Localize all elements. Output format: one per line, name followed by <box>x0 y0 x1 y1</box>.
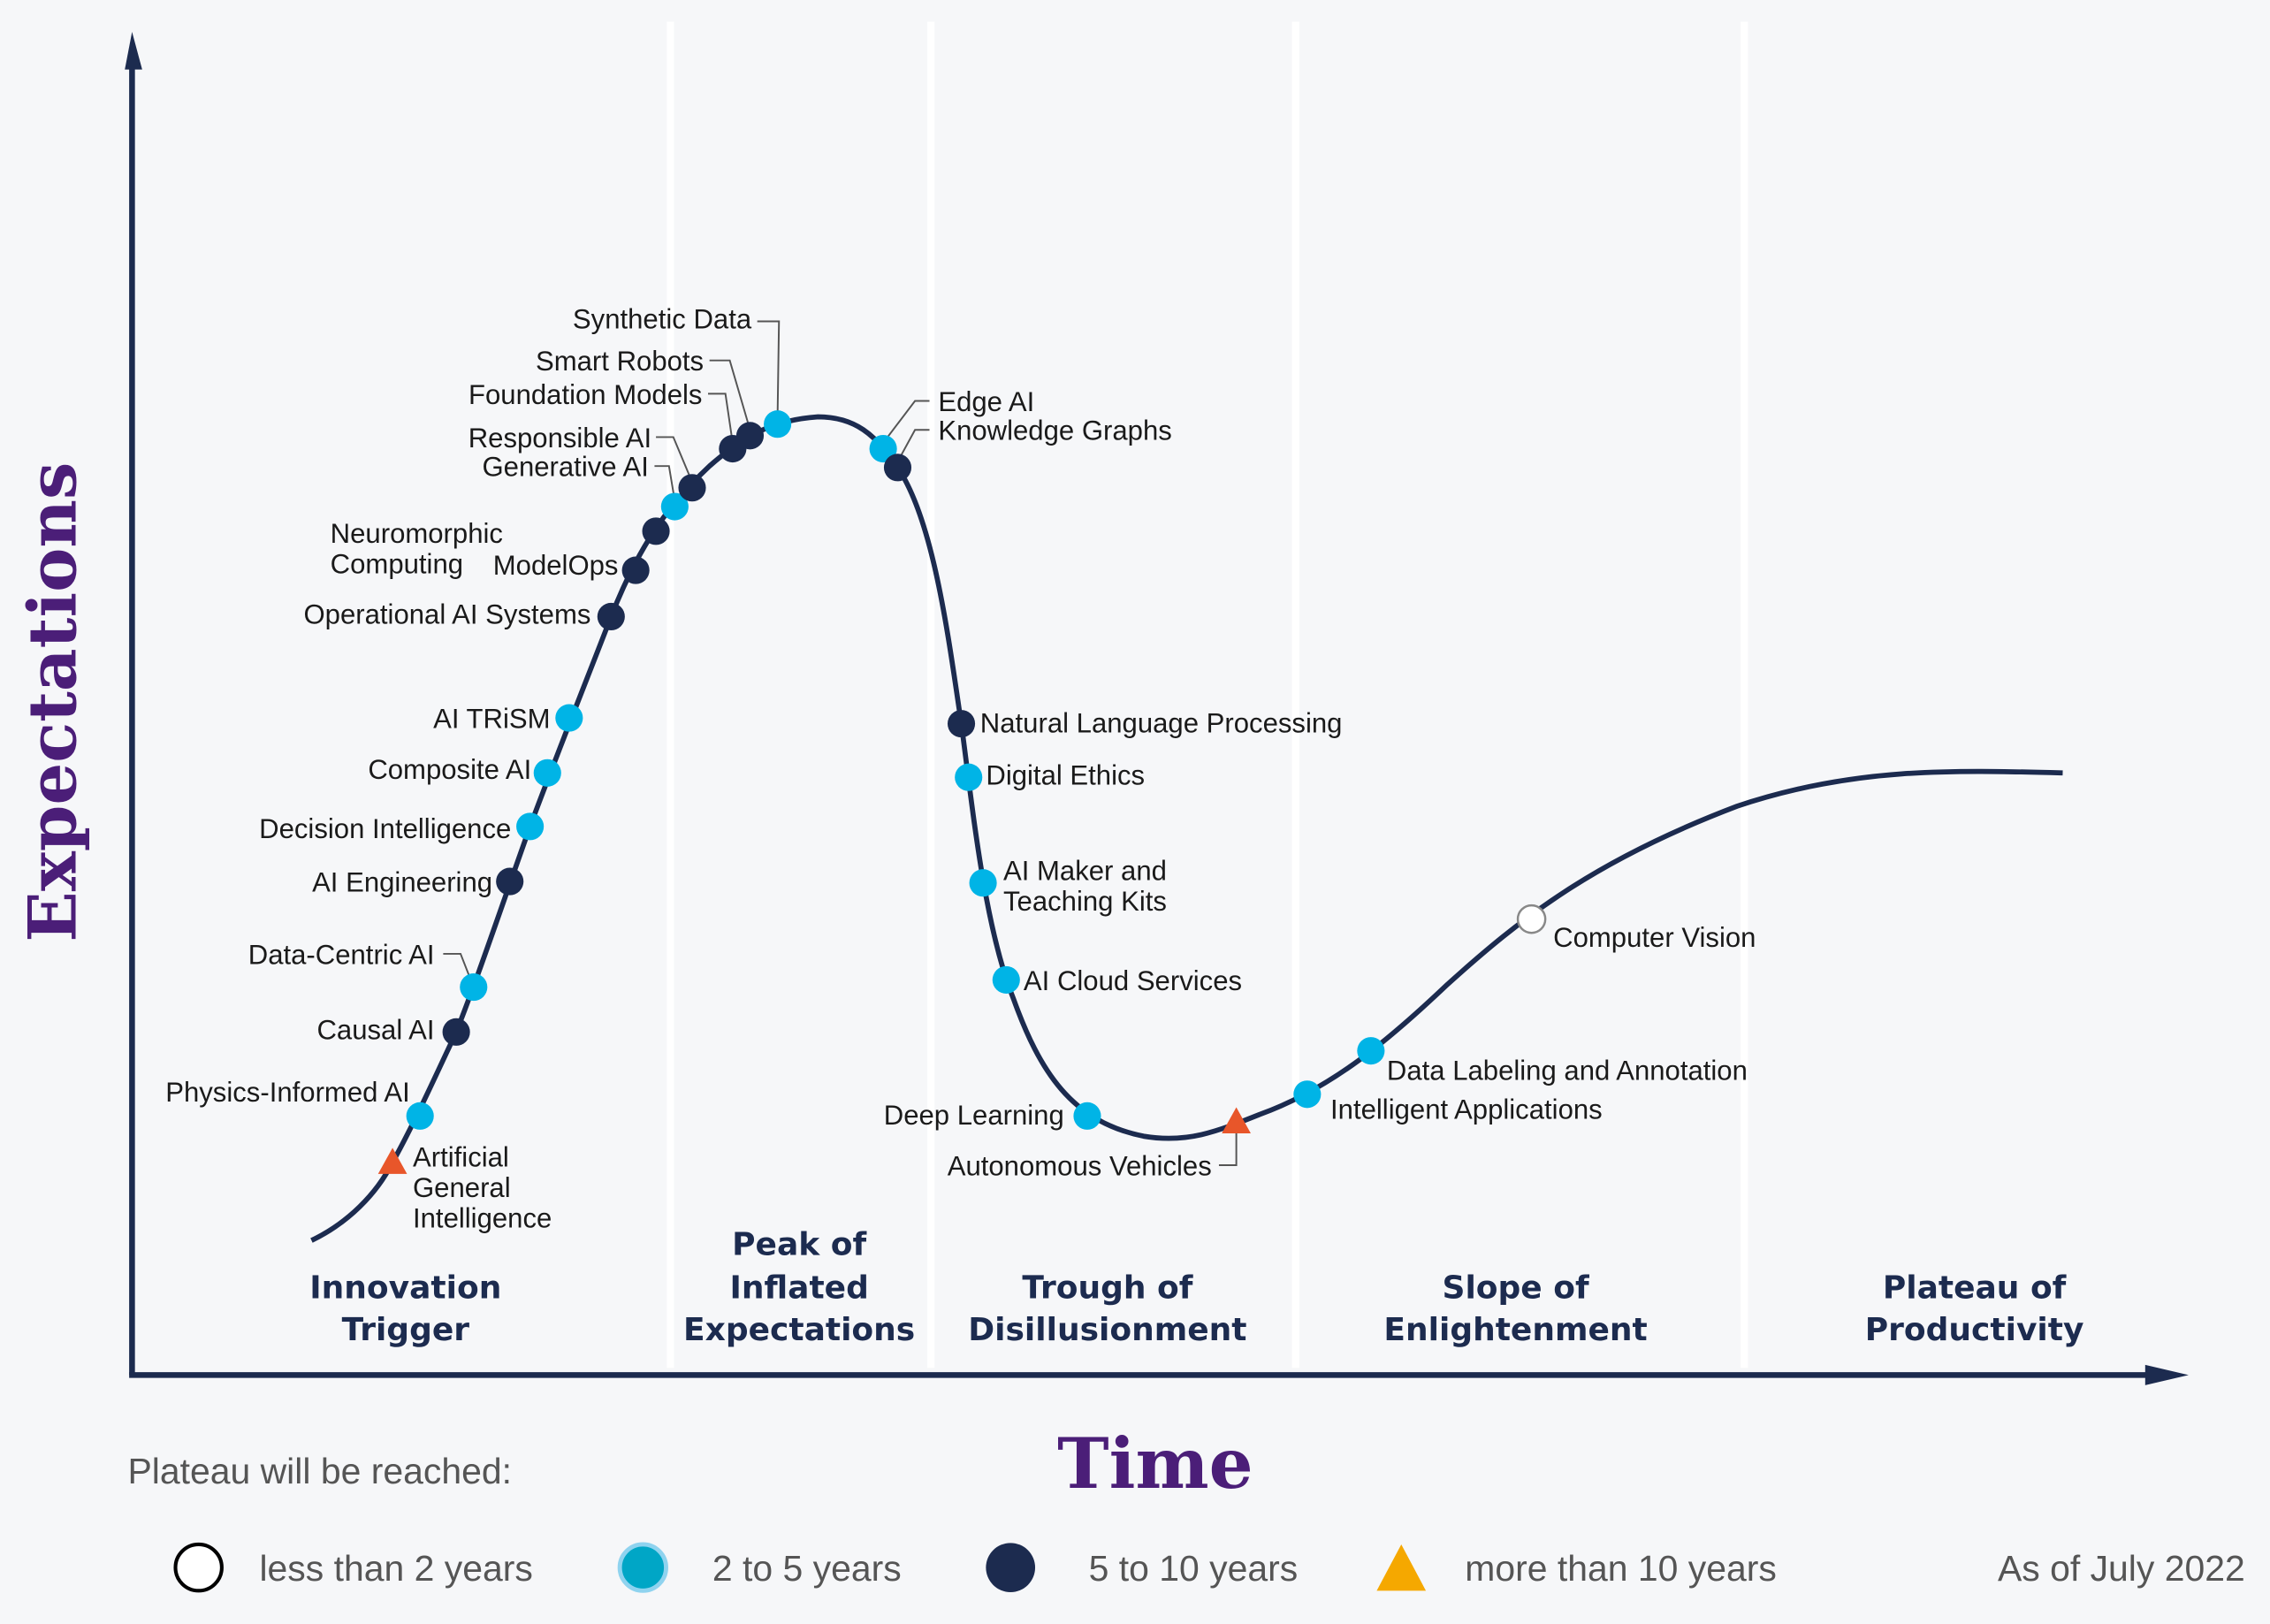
label-generative-ai: Generative AI <box>482 452 648 483</box>
label-modelops: ModelOps <box>493 550 619 581</box>
label-ai-engineering: AI Engineering <box>312 867 492 898</box>
legend-circle-icon <box>617 1542 668 1593</box>
legend-circle-icon <box>986 1543 1036 1592</box>
marker-neuromorphic-computing <box>642 517 670 545</box>
label-knowledge-graphs: Knowledge Graphs <box>938 416 1171 446</box>
x-axis-arrow <box>2144 1364 2189 1385</box>
label-physics-informed-ai: Physics-Informed AI <box>165 1077 410 1108</box>
marker-edge-ai <box>869 434 897 463</box>
marker-smart-robots <box>735 422 765 450</box>
phase-label: Peak of Inflated Expectations <box>683 1227 915 1349</box>
marker-deep-learning <box>1073 1102 1101 1130</box>
label-decision-intelligence: Decision Intelligence <box>259 813 511 844</box>
marker-responsible-ai <box>678 474 706 502</box>
marker-knowledge-graphs <box>883 454 912 482</box>
label-data-centric-ai: Data-Centric AI <box>248 939 435 970</box>
legend-label: 5 to 10 years <box>1089 1548 1299 1589</box>
marker-intelligent-applications <box>1293 1080 1322 1109</box>
marker-digital-ethics <box>955 763 983 791</box>
label-digital-ethics: Digital Ethics <box>986 759 1145 790</box>
marker-ai-trism <box>555 704 583 732</box>
x-axis-title: Time <box>1057 1422 1253 1505</box>
phase-label: Innovation Trigger <box>309 1270 501 1348</box>
label-synthetic-data: Synthetic Data <box>573 304 752 335</box>
label-natural-language-processing: Natural Language Processing <box>980 707 1343 738</box>
marker-decision-intelligence <box>516 812 545 841</box>
label-smart-robots: Smart Robots <box>536 346 704 377</box>
label-causal-ai: Causal AI <box>316 1015 434 1046</box>
leader-lines <box>443 320 1238 1166</box>
label-foundation-models: Foundation Models <box>468 379 702 410</box>
legend-label: less than 2 years <box>259 1548 532 1589</box>
technology-markers <box>377 410 1547 1174</box>
marker-generative-ai <box>660 492 689 521</box>
phase-labels: Innovation Trigger Peak of Inflated Expectat… <box>309 1227 2083 1349</box>
legend-label: 2 to 5 years <box>712 1548 902 1589</box>
marker-autonomous-vehicles <box>1222 1107 1251 1133</box>
technology-labels: Artificial General Intelligence Physics-Inf… <box>165 304 1756 1234</box>
phase-label: Slope of Enlightenment <box>1383 1270 1647 1348</box>
marker-ai-maker-and-teaching-kits <box>969 869 997 897</box>
phase-label: Trough of Disillusionment <box>968 1270 1246 1348</box>
axes <box>125 32 2189 1385</box>
marker-ai-cloud-services <box>992 965 1020 994</box>
marker-operational-ai-systems <box>597 602 625 631</box>
marker-causal-ai <box>442 1018 470 1046</box>
hype-curve <box>310 414 2063 1243</box>
y-axis-arrow <box>125 32 142 70</box>
label-deep-learning: Deep Learning <box>884 1100 1064 1131</box>
label-computer-vision: Computer Vision <box>1553 922 1756 953</box>
marker-data-centric-ai <box>460 973 488 1002</box>
phase-dividers <box>667 21 1748 1369</box>
label-data-labeling-and-annotation: Data Labeling and Annotation <box>1387 1055 1748 1086</box>
label-autonomous-vehicles: Autonomous Vehicles <box>948 1150 1212 1181</box>
label-operational-ai-systems: Operational AI Systems <box>303 599 590 630</box>
marker-ai-engineering <box>496 867 524 896</box>
y-axis-title: Expectations <box>13 462 92 942</box>
phase-label: Plateau of Productivity <box>1865 1270 2084 1348</box>
label-edge-ai: Edge AI <box>938 386 1034 417</box>
label-ai-trism: AI TRiSM <box>433 704 550 735</box>
as-of-date: As of July 2022 <box>1998 1548 2245 1589</box>
marker-computer-vision <box>1516 903 1547 934</box>
label-ai-cloud-services: AI Cloud Services <box>1024 965 1242 996</box>
label-neuromorphic-computing: Neuromorphic Computing <box>331 518 503 579</box>
legend-title: Plateau will be reached: <box>127 1451 512 1491</box>
marker-artificial-general-intelligence <box>377 1147 408 1174</box>
legend-label: more than 10 years <box>1465 1548 1777 1589</box>
marker-physics-informed-ai <box>406 1102 434 1130</box>
marker-natural-language-processing <box>947 710 976 738</box>
marker-modelops <box>621 556 650 584</box>
marker-synthetic-data <box>764 410 792 438</box>
legend-circle-icon <box>173 1542 224 1593</box>
marker-composite-ai <box>533 759 561 787</box>
label-artificial-general-intelligence: Artificial General Intelligence <box>413 1142 552 1234</box>
label-ai-maker-and-teaching-kits: AI Maker and Teaching Kits <box>1003 855 1167 916</box>
marker-data-labeling-and-annotation <box>1357 1037 1385 1065</box>
label-intelligent-applications: Intelligent Applications <box>1330 1094 1603 1125</box>
label-responsible-ai: Responsible AI <box>468 423 651 454</box>
label-composite-ai: Composite AI <box>368 754 531 785</box>
legend-triangle-icon <box>1376 1544 1427 1591</box>
legend: less than 2 years 2 to 5 years 5 to 10 yea… <box>173 1542 1777 1593</box>
